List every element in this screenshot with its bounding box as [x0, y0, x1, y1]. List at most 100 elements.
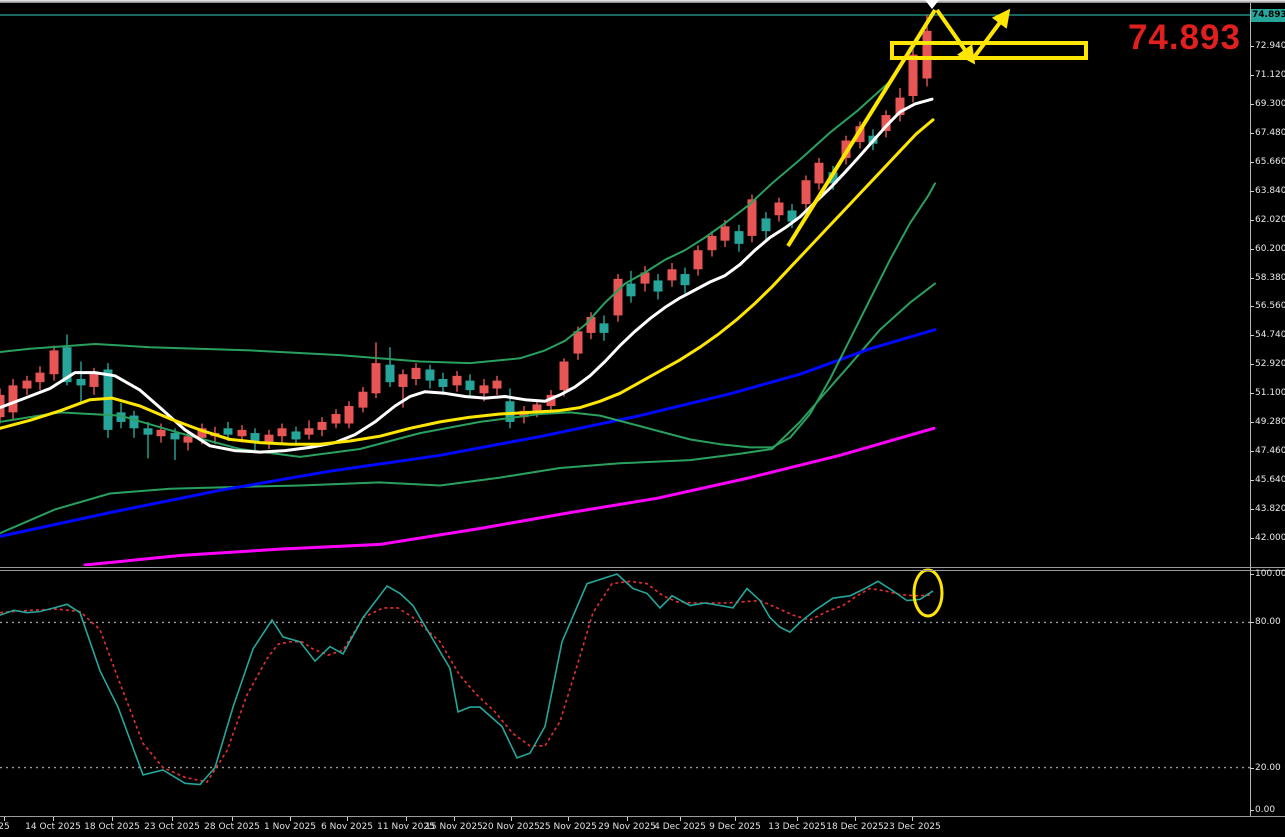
candle-body	[129, 415, 139, 429]
date-axis-label: 6 Nov 2025	[321, 822, 373, 832]
candle-body	[197, 428, 207, 438]
chart-canvas[interactable]	[0, 0, 1250, 837]
price-axis-tick	[1250, 538, 1254, 539]
date-axis-tick	[4, 817, 5, 821]
candle-body	[626, 283, 636, 297]
date-axis-label: 23 Dec 2025	[883, 822, 941, 832]
candle-body	[787, 210, 797, 222]
price-axis-label: 56.560	[1255, 301, 1285, 311]
date-axis-label: 23 Oct 2025	[144, 822, 200, 832]
date-axis-tick	[735, 817, 736, 821]
candle-body	[908, 54, 918, 96]
candle-body	[358, 391, 368, 408]
candle-body	[89, 372, 99, 387]
date-axis-label: 1 Nov 2025	[264, 822, 316, 832]
candle-body	[667, 269, 677, 281]
date-axis-tick	[855, 817, 856, 821]
candle-body	[573, 331, 583, 354]
price-axis-tick	[1250, 75, 1254, 76]
window-top-edge	[0, 0, 1285, 3]
candle-body	[586, 316, 596, 333]
candle-body	[35, 372, 45, 383]
price-axis-tick	[1250, 335, 1254, 336]
pane-separator-bottom[interactable]	[0, 570, 1285, 571]
annotations-group[interactable]	[786, 0, 1088, 618]
blue-ma-line	[0, 328, 937, 538]
candle-body	[707, 235, 717, 251]
magenta-ma-line	[83, 426, 936, 566]
candle-body	[237, 429, 247, 437]
candle-body	[76, 379, 86, 386]
price-axis-label: 72.940	[1255, 41, 1285, 51]
ellipse-annotation	[912, 568, 944, 618]
price-axis-border	[1250, 3, 1251, 816]
candle-body	[156, 429, 166, 437]
candle-body	[720, 226, 730, 241]
outer-band-line	[0, 282, 936, 535]
date-axis-tick	[53, 817, 54, 821]
candle-body	[599, 323, 609, 333]
candle-body	[438, 379, 448, 387]
candle-body	[344, 406, 354, 424]
candle-body	[801, 180, 811, 205]
rectangle-annotation	[890, 41, 1088, 60]
price-axis-label: 100.00	[1255, 569, 1285, 579]
candle-body	[264, 434, 274, 443]
price-axis-tick	[1250, 509, 1254, 510]
date-axis-tick	[627, 817, 628, 821]
candle-body	[49, 350, 59, 375]
candle-body	[62, 347, 72, 383]
price-axis-tick	[1250, 364, 1254, 365]
price-axis-tick	[1250, 422, 1254, 423]
candle-body	[371, 363, 381, 394]
candle-body	[170, 433, 180, 440]
candle-body	[465, 380, 475, 391]
date-axis-label: 13 Dec 2025	[768, 822, 826, 832]
pane-separator-top[interactable]	[0, 567, 1285, 568]
candle-body	[452, 375, 462, 386]
candle-body	[411, 367, 421, 379]
date-axis-tick	[290, 817, 291, 821]
date-axis-label: 11 Nov 2025	[377, 822, 435, 832]
candle-body	[183, 436, 193, 443]
price-axis-label: 43.820	[1255, 504, 1285, 514]
date-axis-label: 18 Oct 2025	[84, 822, 140, 832]
stoch-main-line	[0, 573, 934, 786]
date-axis-tick	[568, 817, 569, 821]
date-axis-label: 25	[0, 822, 10, 832]
candle-body	[492, 380, 502, 389]
candle-body	[304, 428, 314, 435]
date-axis-label: 20 Nov 2025	[482, 822, 540, 832]
date-axis-label: 4 Dec 2025	[654, 822, 706, 832]
axis-separator	[0, 816, 1285, 817]
price-axis-tick	[1250, 768, 1254, 769]
price-axis-label: 67.480	[1255, 128, 1285, 138]
candle-body	[143, 428, 153, 435]
candle-body	[398, 374, 408, 387]
candle-body	[693, 250, 703, 270]
price-axis-tick	[1250, 191, 1254, 192]
price-axis-label: 45.640	[1255, 475, 1285, 485]
price-axis-tick	[1250, 810, 1254, 811]
date-axis-tick	[347, 817, 348, 821]
price-axis-tick	[1250, 480, 1254, 481]
price-axis-tick	[1250, 393, 1254, 394]
candle-body	[653, 280, 663, 292]
price-axis-label: 80.00	[1255, 617, 1281, 627]
price-axis-label: 71.120	[1255, 70, 1285, 80]
date-axis-tick	[797, 817, 798, 821]
price-axis-tick	[1250, 133, 1254, 134]
price-axis-tick	[1250, 574, 1254, 575]
stochastic-pane	[0, 573, 1250, 786]
candle-body	[881, 115, 891, 131]
stoch-signal-line	[0, 580, 931, 784]
peak-marker-icon	[925, 0, 939, 9]
candle-body	[223, 428, 233, 435]
price-axis-label: 51.100	[1255, 388, 1285, 398]
date-axis-tick	[232, 817, 233, 821]
big-price-label: 74.893	[1127, 18, 1241, 57]
price-axis-label: 54.740	[1255, 330, 1285, 340]
price-axis-tick	[1250, 46, 1254, 47]
candle-body	[250, 433, 260, 442]
